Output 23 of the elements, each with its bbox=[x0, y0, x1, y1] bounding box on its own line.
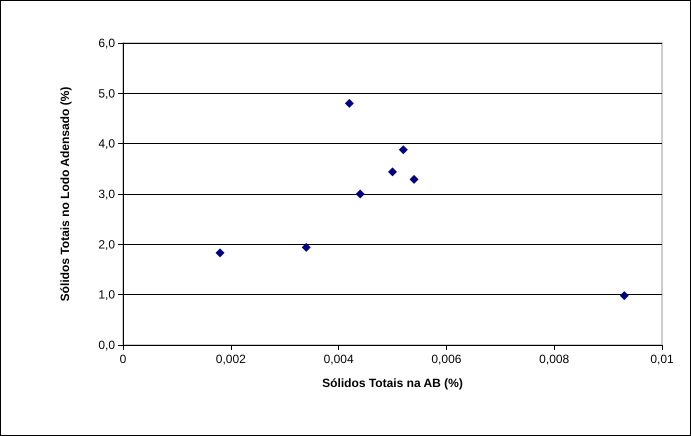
x-tick-label: 0,008 bbox=[539, 352, 570, 366]
point bbox=[344, 98, 354, 108]
point bbox=[398, 145, 408, 154]
point bbox=[302, 242, 311, 252]
x-axis-title: Sólidos Totais na AB (%) bbox=[322, 376, 463, 390]
x-tick-label: 0,004 bbox=[324, 352, 354, 366]
y-tick-label: 2,0 bbox=[98, 237, 116, 252]
point bbox=[388, 167, 397, 176]
y-tick-label: 4,0 bbox=[98, 136, 116, 151]
point bbox=[620, 291, 629, 300]
y-tick-label: 3,0 bbox=[98, 187, 116, 201]
x-tick-label: 0 bbox=[120, 352, 127, 366]
y-axis-title: Sólidos Totais no Lodo Adensado (%) bbox=[58, 86, 72, 302]
y-tick-label: 6,0 bbox=[98, 36, 116, 50]
y-tick-label: 0,0 bbox=[98, 338, 116, 352]
x-tick-label: 0,002 bbox=[216, 352, 246, 366]
point bbox=[410, 174, 419, 184]
y-tick-label: 5,0 bbox=[98, 86, 116, 100]
y-tick-label: 1,0 bbox=[98, 288, 116, 302]
point bbox=[216, 248, 225, 258]
point bbox=[356, 190, 365, 198]
x-tick-label: 0,01 bbox=[650, 352, 674, 366]
x-tick-label: 0,006 bbox=[431, 352, 462, 366]
